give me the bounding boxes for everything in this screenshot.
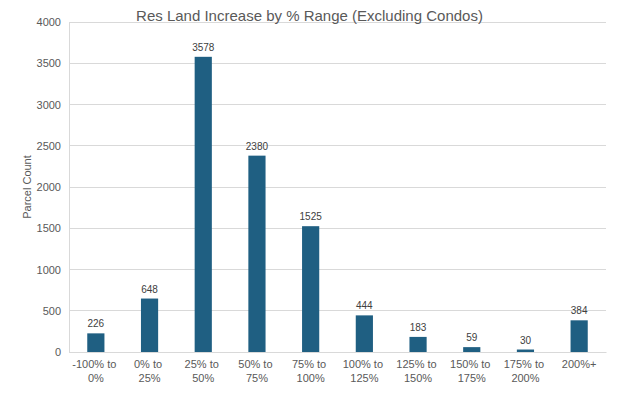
y-tick-label: 1000 bbox=[37, 264, 61, 276]
x-tick-label-line: 200% bbox=[511, 372, 539, 384]
plot-area: 0 500 1000 1500 2000 2500 3000 3500 4000 -100% to… bbox=[37, 16, 607, 384]
x-tick-label-line: 125% bbox=[350, 372, 378, 384]
bar bbox=[463, 347, 480, 352]
x-tick-label-line: 75% to bbox=[292, 358, 329, 370]
x-tick-label-line: 125% to bbox=[396, 358, 439, 370]
x-tick: 125% to 150% bbox=[396, 352, 439, 384]
y-tick-label: 3000 bbox=[37, 99, 61, 111]
y-tick: 1500 bbox=[37, 222, 69, 234]
grid bbox=[69, 22, 606, 352]
bar bbox=[356, 315, 373, 352]
chart-container: 0 500 1000 1500 2000 2500 3000 3500 4000 -100% to… bbox=[0, 0, 619, 399]
bar bbox=[517, 350, 534, 352]
y-tick: 3500 bbox=[37, 57, 69, 69]
data-label: 183 bbox=[410, 322, 427, 333]
data-label: 30 bbox=[520, 335, 532, 346]
x-tick-label: 50% to 75% bbox=[238, 358, 275, 384]
grid-line bbox=[69, 228, 606, 229]
background bbox=[0, 0, 619, 399]
data-label: 648 bbox=[141, 284, 158, 295]
data-label: 59 bbox=[466, 332, 478, 343]
bar bbox=[409, 337, 426, 352]
grid-line bbox=[69, 187, 606, 188]
x-tick-label-line: 0% to bbox=[134, 358, 165, 370]
y-tick: 0 bbox=[55, 346, 69, 358]
x-tick-label-line: 50% to bbox=[238, 358, 275, 370]
bar bbox=[248, 156, 265, 352]
grid-line bbox=[69, 104, 606, 105]
y-tick-label: 500 bbox=[43, 305, 61, 317]
x-tick-label-line: 100% to bbox=[343, 358, 386, 370]
data-label: 226 bbox=[88, 318, 105, 329]
x-tick: 100% to 125% bbox=[343, 352, 386, 384]
data-label: 3578 bbox=[192, 42, 215, 53]
grid-line bbox=[69, 63, 606, 64]
data-labels: 226 648 3578 2380 1525 444 183 59 30 384 bbox=[88, 42, 588, 346]
x-tick-label-line: 150% bbox=[404, 372, 432, 384]
bar bbox=[302, 226, 319, 352]
x-tick: 50% to 75% bbox=[238, 352, 275, 384]
y-axis-line bbox=[69, 23, 70, 353]
data-label: 2380 bbox=[246, 141, 269, 152]
y-tick: 1000 bbox=[37, 264, 69, 276]
chart-svg: 0 500 1000 1500 2000 2500 3000 3500 4000 -100% to… bbox=[0, 0, 619, 399]
bars bbox=[87, 57, 587, 352]
y-axis-title: Parcel Count bbox=[21, 155, 33, 219]
x-tick-label-line: 25% to bbox=[185, 358, 222, 370]
y-tick: 2500 bbox=[37, 140, 69, 152]
x-tick-label-line: 25% bbox=[139, 372, 161, 384]
x-tick: 175% to 200% bbox=[504, 352, 547, 384]
x-tick-label-line: 175% to bbox=[504, 358, 547, 370]
x-tick-label: 75% to 100% bbox=[292, 358, 329, 384]
x-tick: 150% to 175% bbox=[450, 352, 493, 384]
data-label: 1525 bbox=[300, 211, 323, 222]
x-axis-line bbox=[70, 352, 607, 353]
x-tick-label-line: -100% to bbox=[72, 358, 119, 370]
y-tick-label: 3500 bbox=[37, 57, 61, 69]
bar bbox=[195, 57, 212, 352]
x-tick-label: 125% to 150% bbox=[396, 358, 439, 384]
x-tick: -100% to 0% bbox=[72, 352, 119, 384]
x-tick-label: 25% to 50% bbox=[185, 358, 222, 384]
x-tick-label: 200%+ bbox=[562, 358, 597, 370]
y-tick: 3000 bbox=[37, 99, 69, 111]
x-tick-label: 0% to 25% bbox=[134, 358, 165, 384]
y-tick-label: 2000 bbox=[37, 181, 61, 193]
x-tick-label-line: 0% bbox=[88, 372, 104, 384]
x-tick-label: -100% to 0% bbox=[72, 358, 119, 384]
x-tick: 0% to 25% bbox=[134, 352, 165, 384]
x-tick-label-line: 150% to bbox=[450, 358, 493, 370]
y-tick: 4000 bbox=[37, 16, 69, 28]
x-tick-label: 175% to 200% bbox=[504, 358, 547, 384]
y-tick-label: 0 bbox=[55, 346, 61, 358]
grid-line bbox=[69, 269, 606, 270]
bar bbox=[571, 320, 588, 352]
y-tick-label: 4000 bbox=[37, 16, 61, 28]
grid-line bbox=[69, 145, 606, 146]
bar bbox=[87, 333, 104, 352]
y-tick: 500 bbox=[43, 305, 69, 317]
y-tick-label: 1500 bbox=[37, 222, 61, 234]
y-axis: 0 500 1000 1500 2000 2500 3000 3500 4000 bbox=[37, 16, 70, 358]
data-label: 384 bbox=[571, 305, 588, 316]
x-tick-label-line: 75% bbox=[246, 372, 268, 384]
y-tick-label: 2500 bbox=[37, 140, 61, 152]
x-tick-label: 100% to 125% bbox=[343, 358, 386, 384]
x-tick-label-line: 100% bbox=[297, 372, 325, 384]
x-tick-label: 150% to 175% bbox=[450, 358, 493, 384]
x-tick: 25% to 50% bbox=[185, 352, 222, 384]
y-tick: 2000 bbox=[37, 181, 69, 193]
x-tick-label-line: 175% bbox=[458, 372, 486, 384]
x-tick: 75% to 100% bbox=[292, 352, 329, 384]
bar bbox=[141, 299, 158, 352]
x-tick-label-line: 50% bbox=[192, 372, 214, 384]
chart-title: Res Land Increase by % Range (Excluding … bbox=[136, 7, 483, 24]
data-label: 444 bbox=[356, 300, 373, 311]
x-axis: -100% to 0% 0% to 25% 25% to 50% 50% to 75%… bbox=[70, 352, 607, 384]
x-tick: 200%+ bbox=[562, 352, 597, 370]
